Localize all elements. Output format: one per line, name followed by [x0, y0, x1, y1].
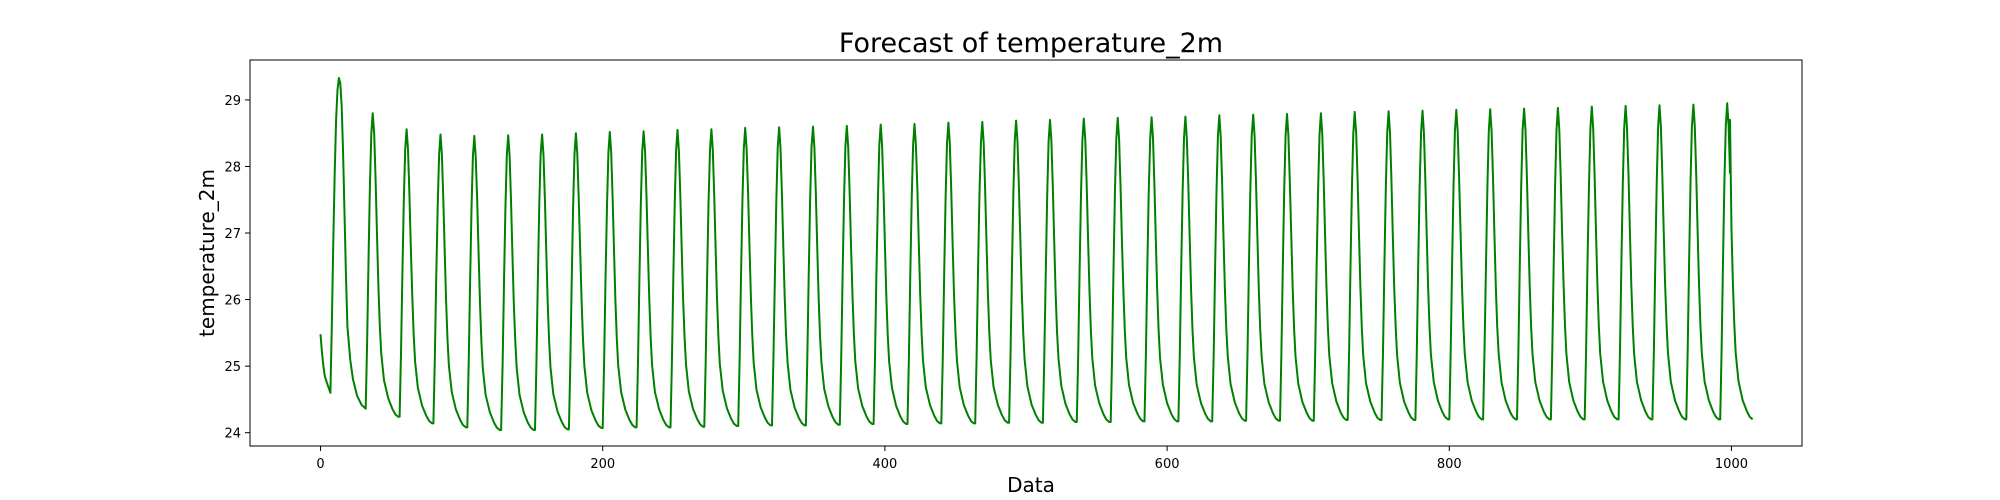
chart-title: Forecast of temperature_2m: [839, 28, 1223, 59]
y-tick-label: 27: [224, 227, 241, 242]
series-line-temperature: [319, 77, 1754, 431]
y-axis-label: temperature_2m: [195, 169, 219, 337]
x-axis-label: Data: [1007, 473, 1055, 497]
x-tick-label: 600: [1155, 457, 1180, 472]
x-axis-ticks: 0 200 400 600 800 1000: [316, 446, 1748, 472]
x-tick-label: 800: [1437, 457, 1462, 472]
plot-frame: [249, 59, 1803, 447]
x-tick-label: 0: [316, 457, 324, 472]
plot-area: [249, 59, 1803, 447]
y-tick-label: 24: [224, 427, 241, 442]
y-tick-label: 25: [224, 360, 241, 375]
x-tick-label: 400: [872, 457, 897, 472]
y-tick-label: 29: [224, 94, 241, 109]
y-tick-label: 26: [224, 294, 241, 309]
y-axis-ticks: 24 25 26 27 28 29: [224, 94, 250, 442]
y-tick-label: 28: [224, 160, 241, 175]
x-tick-label: 1000: [1715, 457, 1748, 472]
x-tick-label: 200: [590, 457, 615, 472]
